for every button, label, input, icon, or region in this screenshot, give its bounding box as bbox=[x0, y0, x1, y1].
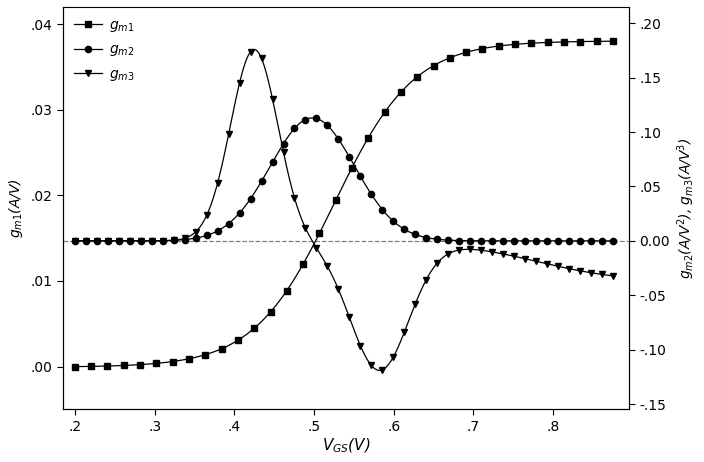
Y-axis label: $g_{m1}$(A/V): $g_{m1}$(A/V) bbox=[7, 178, 25, 238]
X-axis label: $V_{GS}$(V): $V_{GS}$(V) bbox=[322, 437, 370, 455]
Y-axis label: $g_{m2}$(A/V$^2$), $g_{m3}$(A/V$^3$): $g_{m2}$(A/V$^2$), $g_{m3}$(A/V$^3$) bbox=[675, 138, 697, 279]
Legend: $g_{m1}$, $g_{m2}$, $g_{m3}$: $g_{m1}$, $g_{m2}$, $g_{m3}$ bbox=[68, 12, 140, 88]
